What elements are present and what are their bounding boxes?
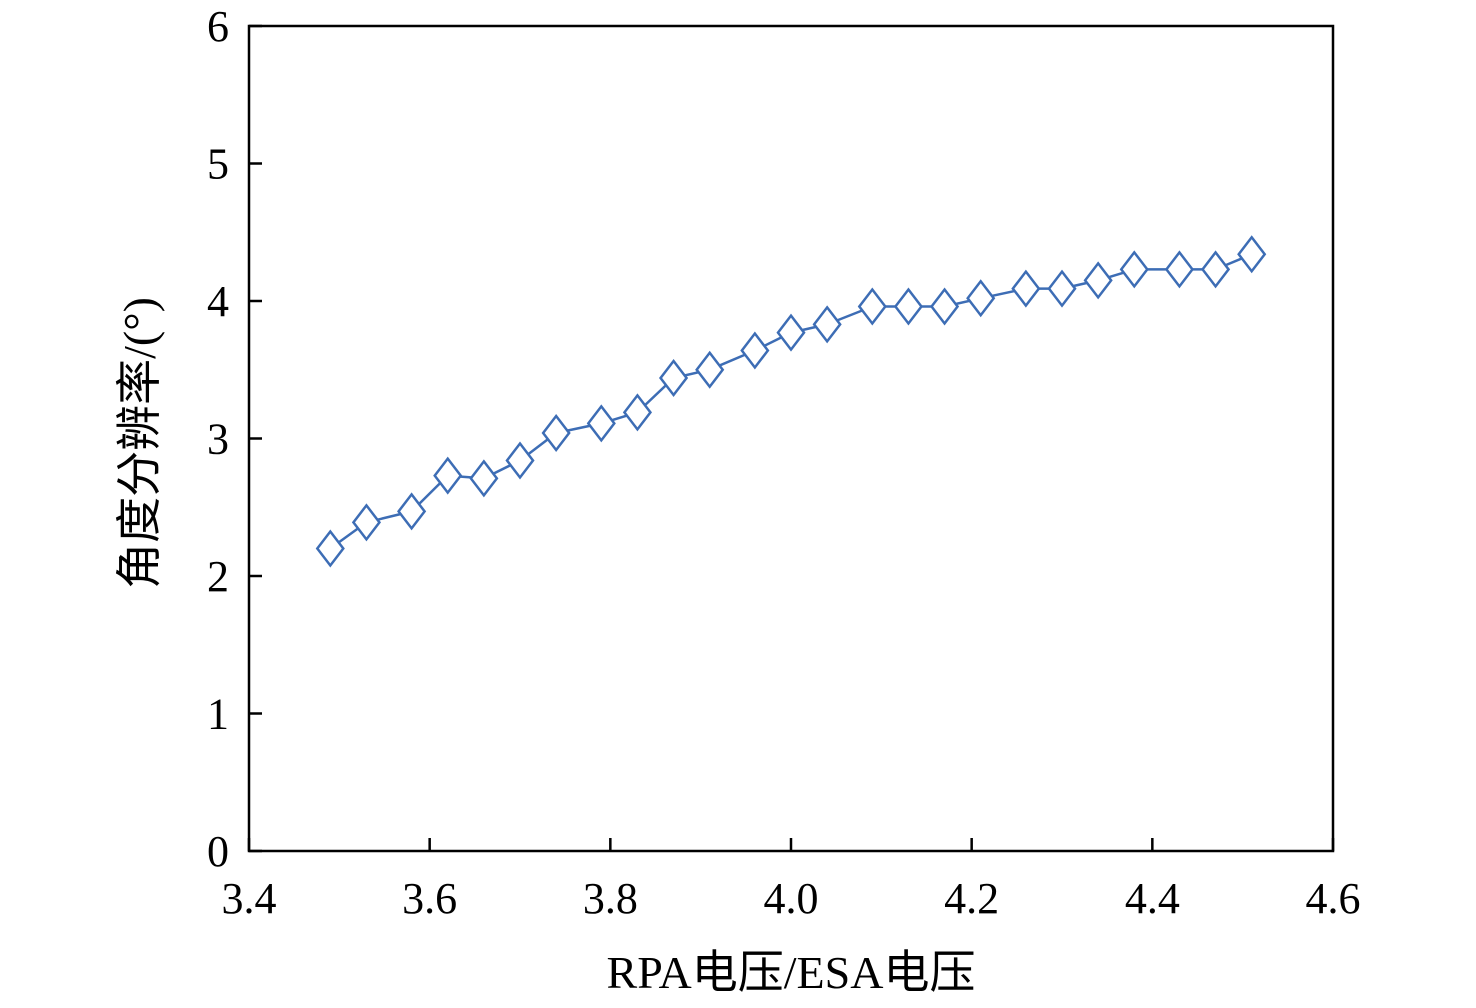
y-tick-label: 3 bbox=[207, 415, 229, 464]
data-point bbox=[541, 413, 571, 453]
data-point bbox=[695, 350, 725, 389]
data-point bbox=[1164, 250, 1195, 289]
data-point bbox=[1200, 250, 1231, 289]
data-point bbox=[893, 287, 924, 326]
data-point bbox=[351, 503, 382, 542]
data-point bbox=[740, 331, 770, 370]
x-axis-ticks: 3.4 3.6 3.8 4.0 4.2 4.4 4.6 bbox=[222, 838, 1361, 923]
y-axis-ticks: 0 1 2 3 4 5 6 bbox=[207, 2, 262, 876]
y-tick-label: 1 bbox=[207, 690, 229, 739]
data-point bbox=[966, 279, 996, 318]
x-tick-label: 3.6 bbox=[402, 874, 457, 923]
series-layer bbox=[315, 235, 1267, 568]
y-axis-label: 角度分辨率/(°) bbox=[114, 297, 165, 589]
y-tick-label: 4 bbox=[207, 277, 229, 326]
data-point bbox=[1119, 250, 1149, 289]
data-point bbox=[586, 404, 616, 443]
data-point bbox=[1083, 261, 1113, 300]
data-point bbox=[812, 305, 842, 344]
data-point bbox=[505, 441, 535, 480]
data-point bbox=[1011, 269, 1041, 308]
y-tick-label: 5 bbox=[207, 140, 229, 189]
y-tick-label: 6 bbox=[207, 2, 229, 51]
plot-frame bbox=[247, 24, 1335, 853]
data-point bbox=[433, 456, 463, 495]
data-point bbox=[469, 459, 499, 498]
data-point bbox=[622, 393, 653, 432]
series-line bbox=[329, 253, 1253, 550]
x-tick-label: 3.8 bbox=[583, 874, 638, 923]
x-tick-label: 4.2 bbox=[944, 874, 999, 923]
data-point bbox=[776, 313, 806, 352]
data-point bbox=[857, 287, 887, 326]
x-tick-label: 4.4 bbox=[1125, 874, 1180, 923]
x-tick-label: 4.0 bbox=[764, 874, 819, 923]
data-point bbox=[929, 287, 960, 326]
x-tick-label: 3.4 bbox=[222, 874, 277, 923]
data-point bbox=[315, 529, 345, 568]
x-axis-label: RPA电压/ESA电压 bbox=[607, 947, 976, 998]
data-point bbox=[658, 358, 689, 398]
y-tick-label: 0 bbox=[207, 827, 229, 876]
x-tick-label: 4.6 bbox=[1306, 874, 1361, 923]
y-tick-label: 2 bbox=[207, 552, 229, 601]
data-point bbox=[397, 492, 427, 531]
data-point bbox=[1047, 269, 1077, 308]
data-point bbox=[1237, 235, 1267, 274]
